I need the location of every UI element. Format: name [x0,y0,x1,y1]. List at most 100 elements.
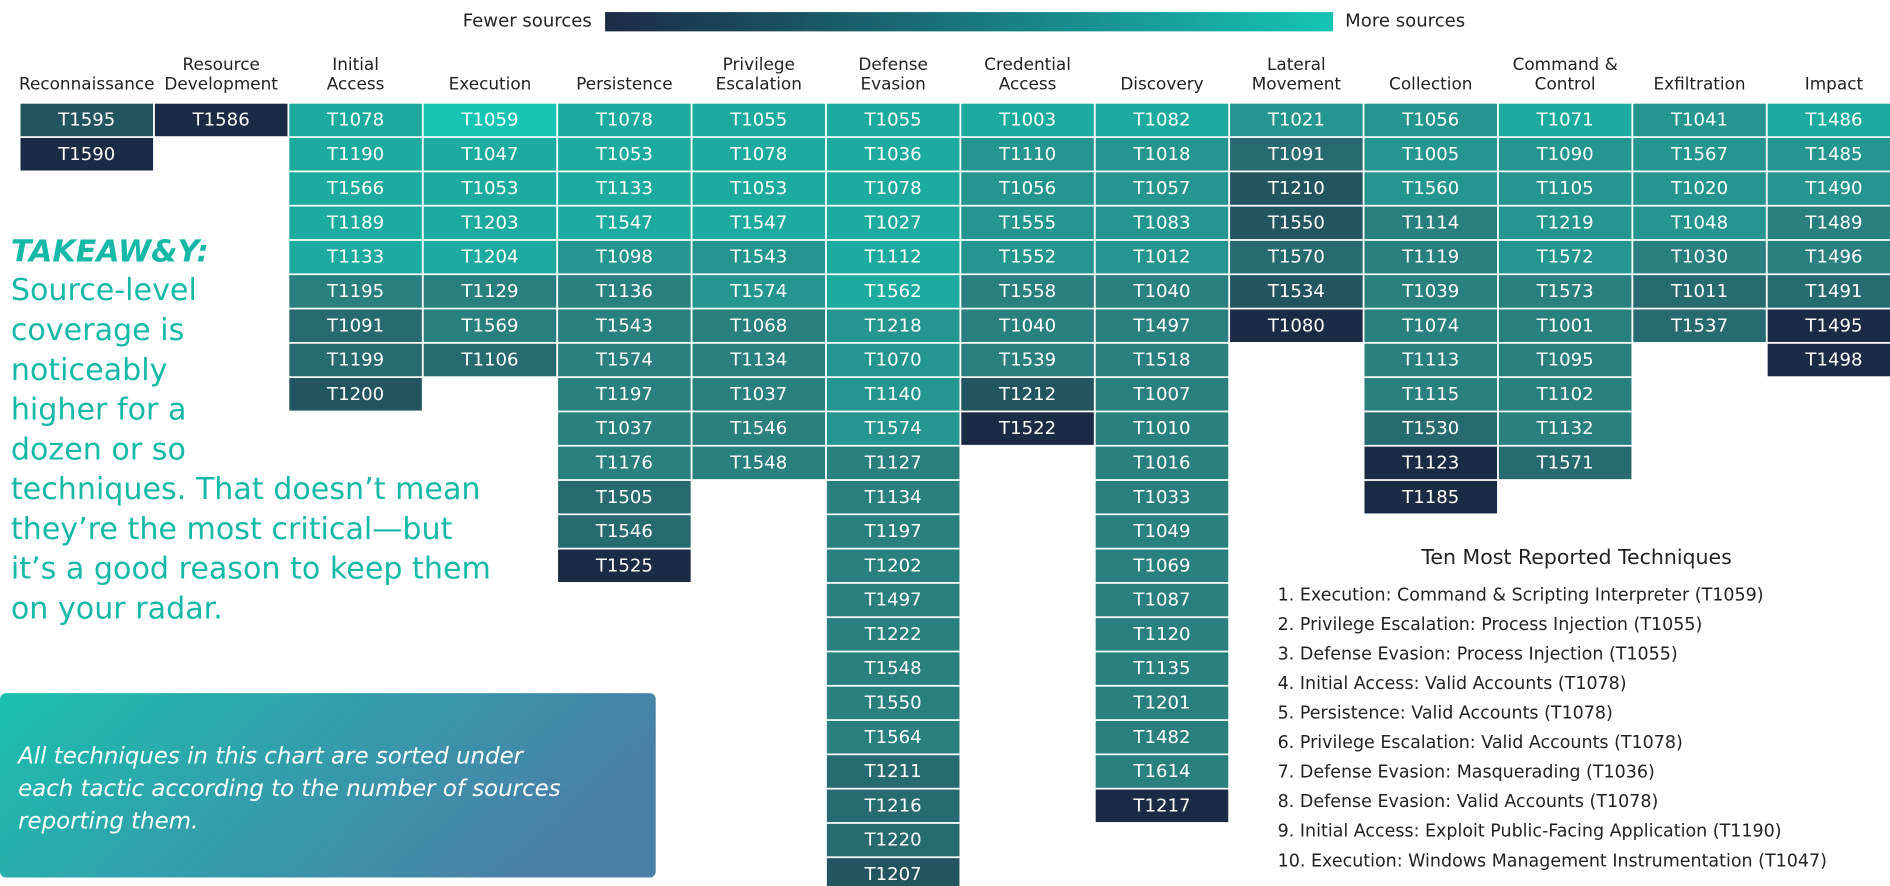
technique-cell [558,309,691,342]
technique-cell [1364,240,1498,274]
technique-id: T1217 [1132,795,1190,816]
technique-id: T1080 [1267,315,1325,336]
technique-id: T1497 [1132,315,1190,336]
technique-cell [692,172,826,205]
technique-cell [1364,480,1498,514]
technique-cell [1230,309,1363,342]
technique-id: T1569 [460,315,518,336]
technique-id: T1197 [864,521,922,542]
column-header: Collection [1389,73,1472,93]
technique-cell [826,549,960,583]
technique-id: T1018 [1132,144,1190,165]
technique-cell [1498,206,1632,240]
technique-id: T1083 [1132,212,1190,233]
technique-cell [558,446,691,480]
technique-cell [826,515,960,548]
technique-id: T1053 [595,144,653,165]
technique-cell [1767,240,1890,274]
technique-cell [692,137,826,171]
technique-cell [692,240,826,274]
technique-cell [1230,240,1363,274]
technique-cell [289,103,422,137]
technique-cell [1364,309,1498,342]
technique-cell [1498,103,1632,137]
technique-id: T1564 [864,727,922,748]
technique-id: T1078 [595,110,653,131]
technique-id: T1011 [1670,281,1728,302]
column-header: Persistence [576,73,672,93]
technique-id: T1133 [326,247,384,268]
technique-id: T1489 [1804,212,1862,233]
technique-cell [20,103,154,137]
technique-cell [289,343,422,377]
technique-cell [1498,275,1632,308]
technique-id: T1574 [729,281,787,302]
technique-id: T1570 [1267,247,1325,268]
technique-cell [558,515,691,548]
technique-cell [826,446,960,480]
takeaway-line: techniques. That doesn’t mean [11,472,481,507]
technique-id: T1030 [1670,247,1728,268]
technique-id: T1133 [595,178,653,199]
technique-cell [1095,652,1229,685]
top-ten-item: 4. Initial Access: Valid Accounts (T1078… [1278,674,1627,694]
technique-id: T1195 [326,281,384,302]
technique-cell [692,206,826,240]
technique-id: T1057 [1132,178,1190,199]
takeaway-line: coverage is [11,313,184,348]
technique-cell [1498,412,1632,445]
technique-cell [423,137,557,171]
technique-cell [558,240,691,274]
technique-id: T1218 [864,315,922,336]
technique-cell [961,206,1094,240]
technique-cell [1364,103,1498,137]
technique-cell [961,378,1094,411]
technique-id: T1136 [595,281,653,302]
technique-cell [826,858,960,886]
technique-id: T1572 [1536,247,1594,268]
technique-id: T1555 [998,212,1056,233]
technique-id: T1546 [595,521,653,542]
technique-id: T1574 [864,418,922,439]
technique-id: T1547 [595,212,653,233]
technique-id: T1203 [460,212,518,233]
technique-id: T1040 [1132,281,1190,302]
column-header: Impact [1805,73,1864,93]
technique-cell [289,206,422,240]
technique-id: T1037 [729,384,787,405]
technique-cell [826,583,960,617]
technique-cell [692,275,826,308]
technique-cell [20,137,154,171]
technique-cell [1633,137,1766,171]
technique-id: T1115 [1401,384,1459,405]
technique-id: T1110 [998,144,1056,165]
technique-cell [826,652,960,685]
technique-cell [1633,206,1766,240]
technique-cell [1767,275,1890,308]
technique-cell [1095,789,1229,823]
top-ten-item: 2. Privilege Escalation: Process Injecti… [1278,615,1703,635]
technique-cell [1095,618,1229,651]
technique-cell [826,686,960,720]
technique-cell [289,378,422,411]
technique-cell [961,275,1094,308]
technique-id: T1595 [57,110,115,131]
technique-id: T1220 [864,830,922,851]
technique-id: T1048 [1670,212,1728,233]
technique-cell [423,172,557,205]
technique-id: T1211 [864,761,922,782]
column-header: Resource [183,54,260,74]
technique-id: T1053 [729,178,787,199]
technique-id: T1201 [1132,693,1190,714]
technique-id: T1210 [1267,178,1325,199]
technique-cell [289,137,422,171]
technique-cell [1364,172,1498,205]
technique-cell [558,172,691,205]
technique-cell [1095,412,1229,445]
technique-id: T1548 [729,452,787,473]
technique-cell [1633,172,1766,205]
technique-cell [1364,206,1498,240]
technique-cell [1767,137,1890,171]
technique-cell [961,103,1094,137]
technique-cell [1767,343,1890,377]
